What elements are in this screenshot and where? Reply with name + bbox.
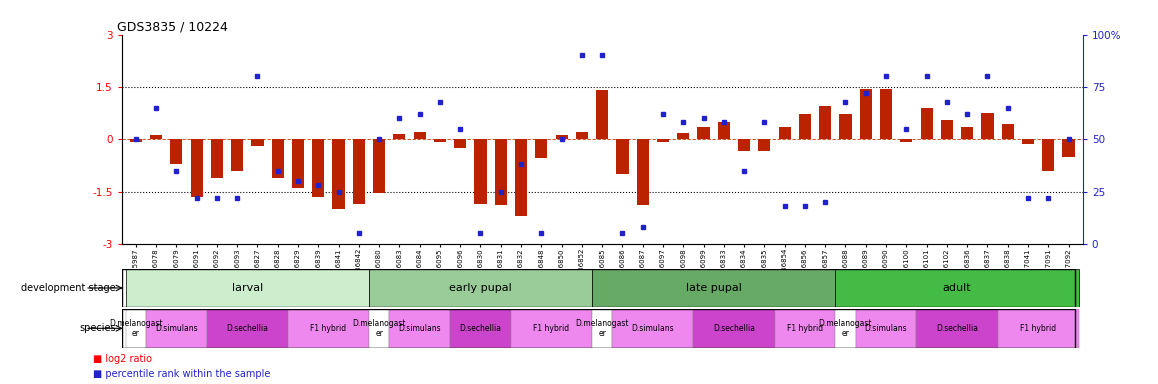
Bar — [434, 139, 446, 142]
Bar — [292, 139, 305, 188]
Text: D.sechellia: D.sechellia — [226, 324, 269, 333]
Bar — [369, 269, 592, 307]
Bar — [251, 139, 264, 146]
Bar — [916, 309, 997, 348]
Bar — [758, 139, 770, 151]
Bar — [475, 139, 486, 204]
Bar — [835, 269, 1078, 307]
Bar — [413, 132, 426, 139]
Bar — [616, 139, 629, 174]
Bar — [535, 139, 548, 158]
Text: larval: larval — [232, 283, 263, 293]
Bar — [556, 135, 567, 139]
Text: adult: adult — [943, 283, 972, 293]
Bar — [1002, 124, 1013, 139]
Bar — [126, 269, 369, 307]
Bar — [775, 309, 835, 348]
Bar — [369, 309, 389, 348]
Bar — [799, 114, 811, 139]
Bar — [232, 139, 243, 170]
Text: D.sechellia: D.sechellia — [460, 324, 501, 333]
Bar — [207, 309, 288, 348]
Bar — [146, 309, 207, 348]
Bar — [840, 114, 851, 139]
Bar — [778, 127, 791, 139]
Bar — [126, 309, 146, 348]
Text: GDS3835 / 10224: GDS3835 / 10224 — [117, 20, 228, 33]
Text: species: species — [79, 323, 116, 333]
Text: D.melanogast
er: D.melanogast er — [109, 319, 162, 338]
Bar — [191, 139, 203, 197]
Bar — [981, 113, 994, 139]
Bar — [494, 139, 507, 205]
Bar — [272, 139, 284, 177]
Bar — [921, 108, 932, 139]
Bar — [450, 309, 511, 348]
Bar — [613, 309, 694, 348]
Bar — [511, 309, 592, 348]
Bar — [677, 133, 689, 139]
Bar — [353, 139, 365, 204]
Bar — [859, 89, 872, 139]
Text: D.simulans: D.simulans — [865, 324, 908, 333]
Bar — [332, 139, 345, 209]
Bar — [373, 139, 386, 193]
Bar — [694, 309, 775, 348]
Bar — [718, 122, 730, 139]
Bar — [394, 134, 405, 139]
Bar — [1021, 139, 1034, 144]
Bar — [819, 106, 831, 139]
Text: D.melanogast
er: D.melanogast er — [819, 319, 872, 338]
Text: F1 hybrid: F1 hybrid — [1020, 324, 1056, 333]
Bar — [592, 269, 835, 307]
Bar — [592, 309, 613, 348]
Text: F1 hybrid: F1 hybrid — [534, 324, 570, 333]
Text: F1 hybrid: F1 hybrid — [310, 324, 346, 333]
Text: D.sechellia: D.sechellia — [713, 324, 755, 333]
Bar — [454, 139, 467, 148]
Text: D.simulans: D.simulans — [155, 324, 198, 333]
Text: D.melanogast
er: D.melanogast er — [576, 319, 629, 338]
Bar — [576, 132, 588, 139]
Text: D.simulans: D.simulans — [398, 324, 441, 333]
Bar — [940, 120, 953, 139]
Bar — [151, 135, 162, 139]
Text: D.sechellia: D.sechellia — [936, 324, 979, 333]
Bar — [130, 139, 142, 142]
Bar — [596, 90, 608, 139]
Bar — [170, 139, 183, 164]
Bar — [1062, 139, 1075, 157]
Text: D.simulans: D.simulans — [631, 324, 674, 333]
Bar — [697, 127, 710, 139]
Bar — [637, 139, 648, 205]
Bar — [313, 139, 324, 197]
Text: ■ log2 ratio: ■ log2 ratio — [93, 354, 152, 364]
Bar — [900, 139, 913, 142]
Text: early pupal: early pupal — [449, 283, 512, 293]
Text: late pupal: late pupal — [686, 283, 741, 293]
Text: development stage: development stage — [21, 283, 116, 293]
Text: F1 hybrid: F1 hybrid — [787, 324, 823, 333]
Bar — [515, 139, 527, 216]
Bar — [1042, 139, 1054, 170]
Bar — [880, 89, 892, 139]
Bar — [288, 309, 369, 348]
Bar — [961, 127, 973, 139]
Bar — [856, 309, 916, 348]
Bar — [657, 139, 669, 142]
Text: ■ percentile rank within the sample: ■ percentile rank within the sample — [93, 369, 270, 379]
Bar — [835, 309, 856, 348]
Text: D.melanogast
er: D.melanogast er — [352, 319, 405, 338]
Bar — [389, 309, 450, 348]
Bar — [738, 139, 750, 151]
Bar — [211, 139, 223, 177]
Bar — [997, 309, 1078, 348]
